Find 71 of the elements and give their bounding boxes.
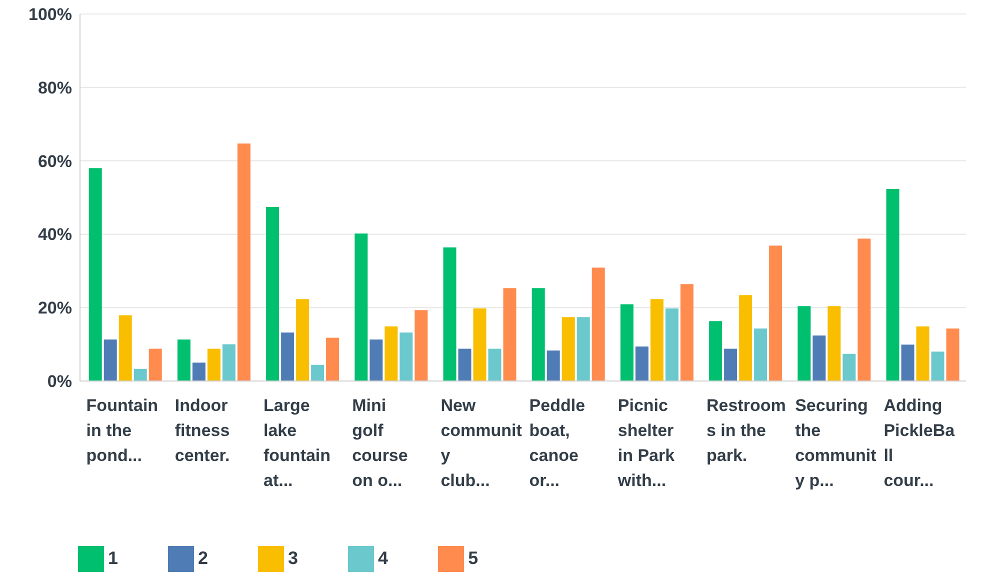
x-tick-label: Securing the community p...: [795, 396, 877, 490]
bar: [370, 340, 383, 381]
bar: [458, 348, 472, 381]
legend-label: 2: [198, 548, 208, 568]
bar: [134, 368, 147, 381]
bar: [104, 340, 117, 381]
legend-label: 5: [468, 548, 478, 568]
legend-label: 3: [288, 548, 298, 568]
bar: [842, 354, 856, 381]
bar: [400, 332, 413, 381]
bar: [192, 362, 206, 381]
bar: [562, 317, 575, 381]
bar: [546, 350, 560, 381]
bar: [207, 348, 220, 381]
bar: [88, 168, 102, 381]
x-tick-label: Adding PickleBall cour...: [884, 396, 956, 490]
x-tick-label: New community club...: [440, 396, 522, 490]
x-tick-label: Fountain in the pond...: [86, 396, 158, 465]
bar: [769, 246, 782, 381]
bar: [311, 364, 324, 381]
bar: [901, 344, 914, 381]
legend-label: 4: [378, 548, 388, 568]
bar: [473, 308, 486, 381]
bar: [886, 189, 900, 381]
bar: [798, 306, 811, 381]
x-tick-label: Picnic shelter in Park with...: [616, 396, 676, 490]
bar: [724, 348, 738, 381]
x-tick-label: Restrooms in the park.: [706, 396, 786, 465]
bar: [576, 317, 590, 381]
bar: [281, 332, 294, 381]
bar: [148, 348, 162, 381]
bar: [709, 321, 722, 381]
bar: [754, 328, 768, 381]
x-tick-label: Large lake fountain at...: [264, 396, 331, 490]
bar: [680, 284, 694, 381]
bar: [812, 335, 826, 381]
bar: [620, 304, 634, 381]
bar: [635, 346, 648, 381]
bar: [650, 299, 664, 381]
bar: [665, 308, 678, 381]
bar: [118, 315, 132, 381]
bar: [532, 288, 545, 381]
bar: [503, 288, 516, 381]
bar: [354, 233, 368, 381]
bar: [488, 348, 502, 381]
x-tick-label: Mini golf course on o...: [352, 396, 408, 490]
bar: [414, 310, 428, 381]
legend-label: 1: [108, 548, 118, 568]
y-tick-label: 20%: [38, 298, 72, 318]
y-tick-label: 40%: [38, 225, 72, 244]
bar: [266, 207, 280, 381]
bar: [931, 352, 944, 381]
y-tick-label: 60%: [38, 152, 72, 171]
x-tick-label: Indoor fitness center.: [174, 396, 230, 465]
bar: [592, 268, 605, 381]
bar: [326, 338, 340, 381]
bar: [177, 340, 190, 381]
bar: [946, 328, 960, 381]
bar: [858, 238, 871, 381]
y-tick-label: 100%: [28, 5, 72, 24]
bar: [828, 306, 841, 381]
bar: [296, 299, 310, 381]
bar: [237, 144, 250, 381]
bar: [739, 295, 752, 381]
bar: [384, 326, 398, 381]
bar: [443, 247, 456, 381]
y-tick-label: 0%: [47, 372, 72, 392]
bar: [916, 326, 930, 381]
x-tick-label: Peddle boat, canoe or...: [529, 396, 586, 490]
y-tick-label: 80%: [38, 78, 72, 98]
bar: [222, 344, 236, 381]
